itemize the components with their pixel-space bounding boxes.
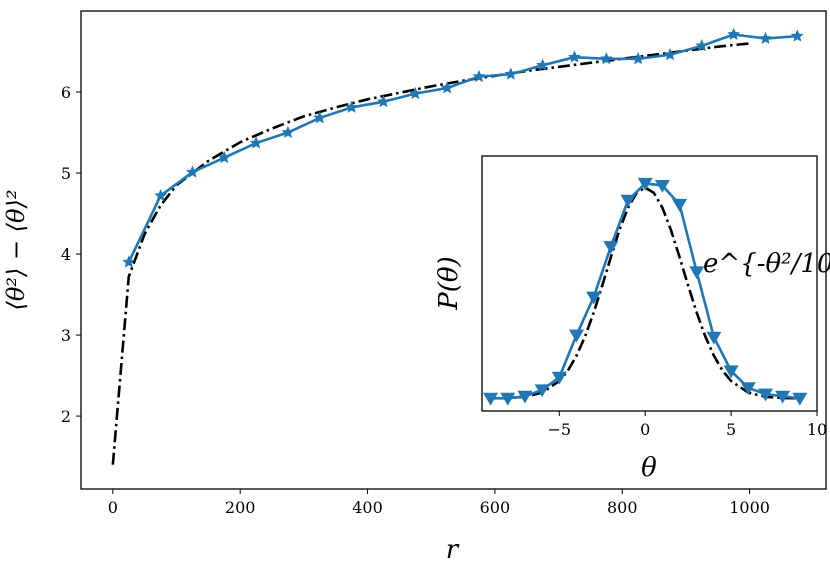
inset-x-tick-label: 10 bbox=[807, 420, 827, 439]
inset-series-1-point bbox=[620, 194, 636, 208]
inset-series-1-point bbox=[689, 266, 705, 280]
inset-series-1-point bbox=[723, 365, 739, 379]
main-series-1-point bbox=[663, 47, 677, 61]
main-y-tick-label: 5 bbox=[61, 164, 71, 183]
inset-background bbox=[482, 156, 817, 411]
main-x-tick-label: 1000 bbox=[729, 498, 770, 517]
inset-series-1-point bbox=[534, 384, 550, 398]
main-x-tick-label: 400 bbox=[352, 498, 383, 517]
main-y-tick-label: 4 bbox=[61, 245, 71, 264]
inset-series-1-point bbox=[603, 241, 619, 254]
main-plot-frame bbox=[80, 10, 827, 490]
main-x-axis-label: r bbox=[446, 535, 460, 565]
inset-series-1-point bbox=[792, 392, 808, 406]
main-series-1-point bbox=[472, 69, 486, 83]
inset-series-1-point bbox=[517, 390, 533, 404]
main-series-1-point bbox=[345, 100, 359, 113]
main-series-1-line bbox=[127, 33, 798, 263]
main-x-tick-label: 200 bbox=[225, 498, 256, 517]
inset-series-1-point bbox=[775, 390, 791, 404]
inset-x-axis-label: θ bbox=[641, 453, 657, 483]
main-x-tick-label: 800 bbox=[607, 498, 638, 517]
inset-x-tick-label: −5 bbox=[548, 420, 572, 439]
main-x-tick-label: 0 bbox=[108, 498, 118, 517]
inset-series-1-point bbox=[568, 329, 585, 343]
inset-series-1-point bbox=[586, 291, 602, 305]
main-series-1-point bbox=[122, 255, 136, 268]
inset-series-1-point bbox=[483, 392, 499, 406]
main-series-1-point bbox=[185, 165, 199, 178]
inset-series-1-point bbox=[637, 177, 653, 191]
inset-series-1-point bbox=[740, 382, 756, 396]
inset-y-axis-label: P(θ) bbox=[434, 256, 464, 310]
inset-series-1-point bbox=[500, 392, 516, 406]
main-series-1-point bbox=[599, 52, 613, 65]
main-x-tick-label: 600 bbox=[480, 498, 511, 517]
inset-plot-frame bbox=[481, 155, 818, 412]
main-series-1-point bbox=[217, 150, 231, 164]
main-series-1-point bbox=[695, 39, 709, 52]
main-series-1-point bbox=[154, 188, 168, 202]
main-y-tick-label: 3 bbox=[61, 326, 71, 345]
inset-series-1-point bbox=[672, 198, 688, 212]
main-series-1-point bbox=[440, 81, 454, 94]
main-series-1-point bbox=[408, 86, 422, 100]
main-plot-marks bbox=[111, 27, 804, 465]
inset-series-1-point bbox=[757, 388, 773, 402]
main-series-1-point bbox=[759, 31, 772, 45]
main-series-1-point bbox=[377, 94, 390, 108]
inset-series-1-point bbox=[551, 371, 567, 385]
main-series-1-point bbox=[281, 125, 295, 139]
inset-x-tick-label: 0 bbox=[640, 420, 650, 439]
inset-x-tick-label: 5 bbox=[726, 420, 736, 439]
main-series-1-point bbox=[790, 29, 804, 42]
main-axis-ticks: 0 200 400 600 800 1000 2 3 4 5 6 bbox=[61, 83, 770, 517]
inset-annotation: e^{-θ²/10} bbox=[703, 249, 830, 279]
main-y-axis-label: ⟨θ²⟩ − ⟨θ⟩² bbox=[2, 190, 30, 311]
main-series-1-point bbox=[249, 136, 263, 149]
inset-axis-ticks: −5 0 5 10 bbox=[548, 411, 827, 439]
main-series-1-point bbox=[536, 58, 550, 71]
inset-plot-marks bbox=[483, 177, 808, 406]
main-y-tick-label: 6 bbox=[61, 83, 71, 102]
main-series-1-point bbox=[504, 67, 518, 80]
inset-series-1-point bbox=[706, 331, 722, 345]
main-series-1-point bbox=[727, 27, 741, 40]
main-y-tick-label: 2 bbox=[61, 407, 71, 426]
inset-series-1-point bbox=[654, 179, 670, 193]
main-series-1-point bbox=[631, 52, 645, 65]
main-series-1-point bbox=[313, 111, 327, 124]
main-series-1-point bbox=[568, 50, 581, 63]
